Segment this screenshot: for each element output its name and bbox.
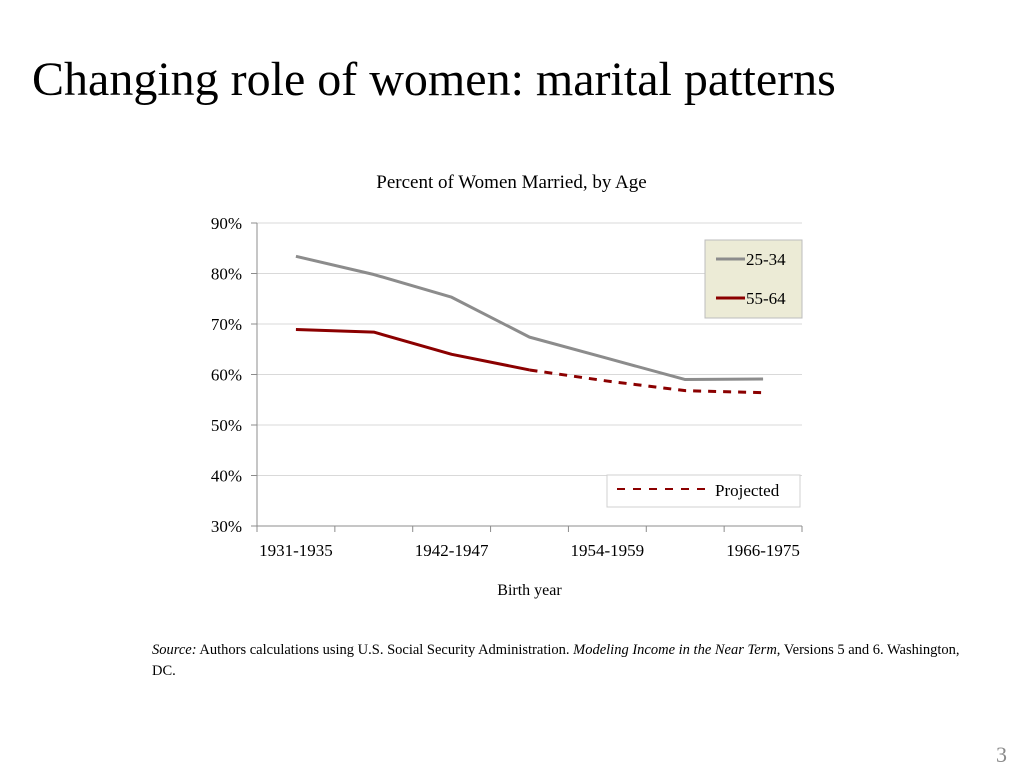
slide-title: Changing role of women: marital patterns [32,53,836,106]
x-tick-label: 1954-1959 [571,541,645,560]
source-label: Source: [152,642,197,658]
y-tick-label: 60% [211,366,242,385]
chart-title: Percent of Women Married, by Age [376,172,646,193]
y-tick-label: 90% [211,214,242,233]
source-text-part1: Authors calculations using U.S. Social S… [196,642,574,658]
legend-label: 55-64 [746,289,786,308]
series-line-55-64 [295,328,530,372]
x-tick-label: 1942-1947 [415,541,489,560]
projected-legend-box [606,474,801,508]
projected-legend-label: Projected [715,481,780,500]
y-tick-label: 80% [211,265,242,284]
source-text-part2: , Versions 5 and 6. Washington, DC. [152,642,960,679]
source-publication-title: Modeling Income in the Near Term [573,642,777,658]
y-tick-label: 50% [211,416,242,435]
series-projected-line-55-64 [529,368,764,395]
y-tick-label: 70% [211,315,242,334]
legend-box [704,239,803,319]
series-line-25-34 [295,254,764,382]
legend-label: 25-34 [746,250,786,269]
y-tick-label: 40% [211,467,242,486]
x-axis-label: Birth year [497,582,562,599]
source-note: Source: Authors calculations using U.S. … [152,640,982,682]
y-tick-label: 30% [211,517,242,536]
x-tick-label: 1931-1935 [259,541,333,560]
x-tick-label: 1966-1975 [726,541,800,560]
page-number: 3 [996,742,1007,767]
